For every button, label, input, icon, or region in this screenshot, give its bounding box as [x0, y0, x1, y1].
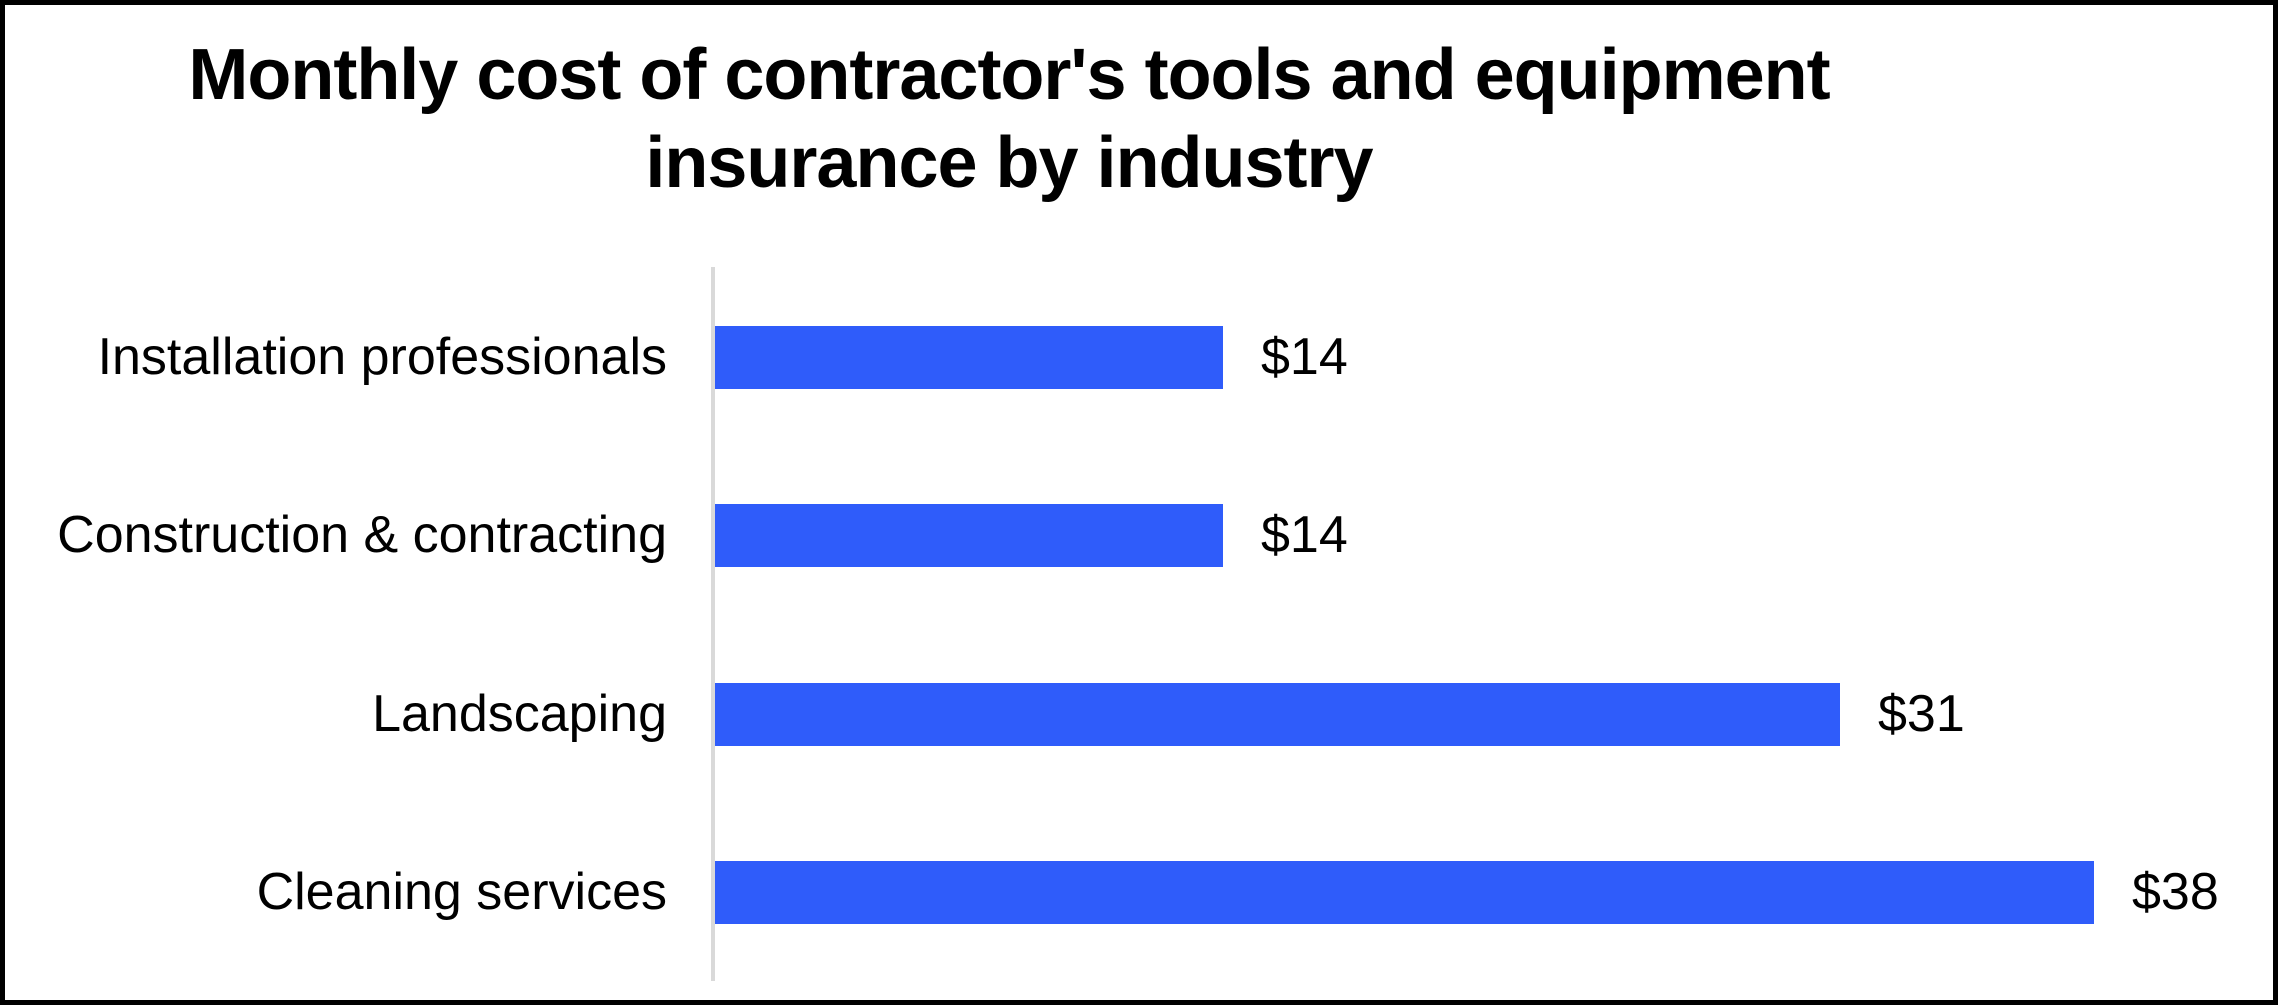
bar-row: Cleaning services $38: [5, 861, 2273, 924]
bar-row: Installation professionals $14: [5, 325, 2273, 389]
chart-title-line-2: insurance by industry: [645, 123, 1373, 203]
y-axis-line: [711, 267, 715, 981]
value-bar: [715, 504, 1223, 567]
value-label: $38: [2132, 863, 2219, 921]
value-bar: [715, 861, 2094, 924]
value-label: $14: [1261, 327, 1348, 386]
category-label: Landscaping: [372, 684, 667, 743]
category-label: Cleaning services: [256, 863, 667, 921]
value-bar: [715, 325, 1223, 389]
value-label: $31: [1878, 684, 1965, 743]
bar-row: Construction & contracting $14: [5, 504, 2273, 567]
value-bar: [715, 682, 1840, 746]
category-label: Installation professionals: [97, 327, 667, 386]
bar-row: Landscaping $31: [5, 682, 2273, 746]
chart-title-line-1: Monthly cost of contractor's tools and e…: [188, 35, 1830, 115]
value-label: $14: [1261, 506, 1348, 564]
category-label: Construction & contracting: [57, 506, 667, 564]
chart-title: Monthly cost of contractor's tools and e…: [5, 31, 2013, 207]
